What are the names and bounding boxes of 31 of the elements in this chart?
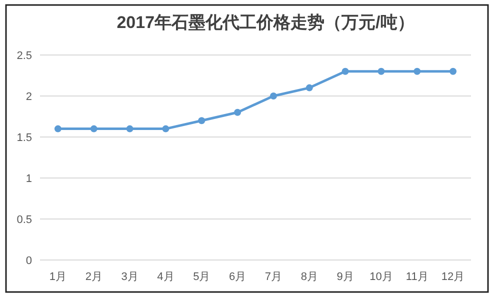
x-tick-label: 9月 bbox=[336, 271, 354, 283]
x-tick-label: 1月 bbox=[49, 271, 67, 283]
x-tick-label: 11月 bbox=[406, 271, 428, 283]
y-tick-label: 0.5 bbox=[16, 214, 32, 226]
x-tick-label: 4月 bbox=[157, 271, 174, 283]
point bbox=[90, 125, 98, 132]
x-tick-label: 10月 bbox=[370, 271, 393, 283]
y-tick-label: 1 bbox=[26, 173, 32, 185]
point bbox=[234, 108, 242, 116]
x-tick-label: 8月 bbox=[300, 271, 318, 283]
point bbox=[378, 68, 385, 75]
x-tick-label: 5月 bbox=[193, 271, 210, 283]
x-tick-label: 7月 bbox=[264, 271, 282, 283]
point bbox=[414, 68, 421, 75]
x-tick-label: 2月 bbox=[85, 271, 102, 283]
point bbox=[126, 125, 134, 132]
y-tick-label: 0 bbox=[26, 255, 32, 267]
x-tick-label: 12月 bbox=[441, 271, 465, 283]
y-tick-label: 2.5 bbox=[16, 50, 32, 62]
point bbox=[54, 125, 62, 132]
point bbox=[162, 125, 170, 132]
chart-title: 2017年石墨化代工价格走势（万元/吨） bbox=[116, 13, 414, 32]
point bbox=[342, 68, 349, 75]
y-tick-label: 2 bbox=[26, 91, 32, 103]
point bbox=[450, 68, 457, 75]
point bbox=[270, 92, 277, 100]
y-tick-label: 1.5 bbox=[16, 132, 32, 144]
x-tick-label: 3月 bbox=[121, 271, 138, 283]
point bbox=[306, 84, 313, 92]
point bbox=[198, 117, 206, 124]
x-tick-label: 6月 bbox=[228, 271, 246, 283]
